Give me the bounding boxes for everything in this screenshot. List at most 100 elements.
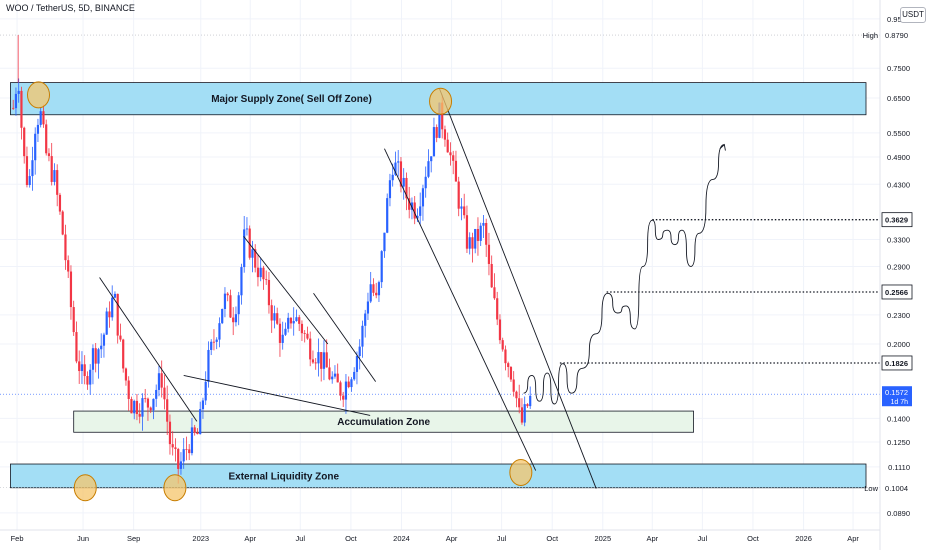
trendline [243,236,329,345]
candle-body [298,317,301,324]
projection-arrowhead [719,143,726,151]
candle-body [89,369,92,385]
candle-body [366,301,370,314]
candle-body [520,407,524,423]
candle-body [207,349,210,382]
projection-path [523,144,725,405]
candle-body [177,449,180,469]
candle-body [199,409,202,435]
candle-body [138,414,141,417]
candle-body [28,176,31,186]
candle-body [204,381,207,401]
price-tick-label: 0.5500 [887,129,910,138]
candle-body [58,194,62,212]
candle-body [12,107,15,109]
candle-body [155,389,158,399]
candle-body [105,311,108,335]
candle-body [452,155,455,161]
candle-body [254,249,257,268]
candle-body [157,373,161,390]
candle-body [331,376,334,380]
candle-body [53,170,56,182]
candle-body [61,211,64,235]
candle-body [408,198,411,210]
currency-selector[interactable]: USDT [900,7,926,23]
candle-body [314,362,317,364]
candle-body [504,349,507,364]
candle-body [419,206,422,216]
candle-body [210,341,213,350]
candle-body [369,284,372,302]
candle-body [34,133,37,161]
candle-body [152,398,155,411]
candle-body [507,363,510,368]
highlight-circle [27,81,50,109]
price-tick-label: 0.6500 [887,94,910,103]
candle-body [168,421,172,445]
candle-body [229,295,232,318]
candle-body [364,313,367,326]
price-tick-label: 0.4300 [887,180,910,189]
time-tick-label: Apr [446,534,458,543]
candle-body [295,317,298,322]
candle-body [300,323,304,334]
candle-body [471,237,474,249]
time-tick-label: Jul [296,534,306,543]
candle-body [256,267,260,278]
candle-body [287,317,290,329]
candle-body [344,381,348,400]
candle-body [160,373,163,388]
candle-body [67,260,70,272]
time-tick-label: Apr [244,534,256,543]
chart-zone-labels: Major Supply Zone( Sell Off Zone) Accumul… [211,94,430,482]
candle-body [529,395,532,407]
time-tick-label: Oct [345,534,358,543]
last-price-countdown: 1d 7h [890,399,908,406]
candle-body [289,317,293,324]
candle-body [402,177,405,187]
zone-label: Accumulation Zone [337,417,430,428]
candle-body [212,341,216,343]
candle-body [292,321,295,324]
candle-body [190,427,194,454]
price-tick-label: 0.2000 [887,340,910,349]
candle-body [196,432,199,435]
candle-body [380,251,383,283]
candle-body [322,352,326,369]
time-tick-label: Oct [546,534,559,543]
time-tick-label: Sep [127,534,140,543]
price-marker-value: 0.8790 [885,31,908,40]
candle-body [215,339,218,342]
candle-body [122,339,125,369]
candle-body [201,400,205,410]
price-marker-value: 0.2566 [885,288,908,297]
highlight-circle [163,474,187,502]
candle-body [325,352,328,368]
chart-candles [12,35,532,484]
zone-label: External Liquidity Zone [229,471,340,482]
candle-body [443,129,447,140]
candle-body [240,267,243,296]
time-tick-label: Feb [11,534,24,543]
candle-body [23,127,26,157]
candle-body [353,371,356,380]
candle-body [446,139,449,153]
time-tick-label: Jul [497,534,507,543]
candle-body [284,328,287,335]
candle-body [460,206,463,209]
candle-body [515,391,518,399]
price-marker-box [881,355,913,371]
price-marker-value: 0.3629 [885,216,908,225]
candle-body [358,346,361,357]
highlight-circle [509,459,533,487]
candle-body [234,314,238,323]
candle-body [163,387,166,400]
candle-body [523,404,526,423]
price-marker-box [881,212,913,228]
candle-body [397,161,400,163]
trendline [439,88,597,489]
candle-body [479,225,482,241]
candle-body [498,319,502,341]
candle-body [375,292,378,296]
